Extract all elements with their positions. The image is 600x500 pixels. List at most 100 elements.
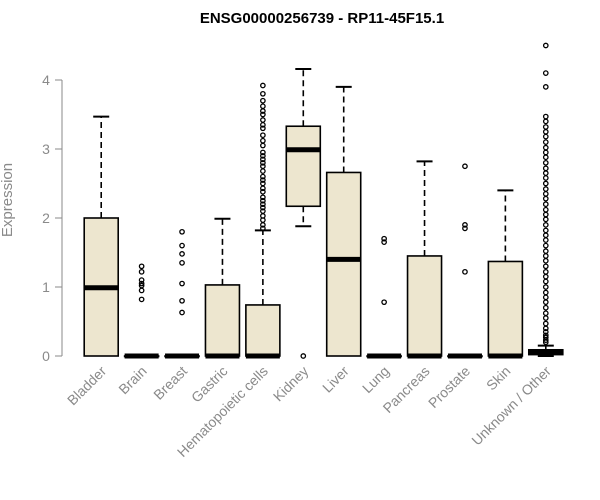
outlier-point-unknown-other bbox=[542, 237, 549, 243]
outlier-point-unknown-other bbox=[542, 124, 549, 130]
outlier-point-prostate bbox=[462, 222, 468, 228]
box-skin bbox=[487, 260, 524, 357]
y-tick-label: 4 bbox=[42, 72, 50, 88]
outlier-point-unknown-other bbox=[542, 128, 549, 135]
outlier-point-hematopoietic-cells bbox=[260, 90, 266, 97]
box-pancreas bbox=[406, 255, 443, 357]
outlier-point-unknown-other bbox=[542, 242, 549, 249]
outlier-point-unknown-other bbox=[542, 294, 549, 301]
box-kidney bbox=[285, 125, 322, 208]
outlier-point-unknown-other bbox=[542, 253, 549, 259]
outlier-point-unknown-other bbox=[542, 284, 549, 290]
outlier-point-unknown-other bbox=[542, 257, 549, 264]
outlier-point-lung bbox=[381, 239, 387, 245]
outlier-point-unknown-other bbox=[542, 42, 549, 49]
outlier-point-hematopoietic-cells bbox=[260, 125, 266, 132]
outlier-point-unknown-other bbox=[542, 70, 549, 76]
outlier-point-breast bbox=[179, 259, 185, 266]
outlier-point-brain bbox=[138, 282, 145, 289]
outlier-point-unknown-other bbox=[542, 170, 549, 176]
outlier-point-prostate bbox=[462, 163, 468, 170]
outlier-point-hematopoietic-cells bbox=[260, 177, 266, 183]
outlier-point-breast bbox=[179, 309, 185, 316]
x-tick-label-bladder: Bladder bbox=[64, 363, 110, 409]
outlier-point-unknown-other bbox=[542, 216, 549, 223]
outlier-point-unknown-other bbox=[542, 332, 549, 339]
box-liver bbox=[325, 171, 362, 357]
outlier-point-unknown-other bbox=[542, 222, 549, 228]
outlier-point-unknown-other bbox=[542, 165, 549, 172]
outlier-point-hematopoietic-cells bbox=[260, 163, 266, 170]
outlier-point-unknown-other bbox=[542, 201, 549, 208]
x-tick-label-kidney: Kidney bbox=[270, 363, 312, 405]
outlier-point-hematopoietic-cells bbox=[260, 173, 266, 180]
outlier-point-unknown-other bbox=[542, 113, 549, 120]
outlier-point-unknown-other bbox=[542, 118, 549, 125]
outlier-point-unknown-other bbox=[542, 232, 549, 239]
outlier-point-prostate bbox=[462, 225, 468, 232]
outlier-point-hematopoietic-cells bbox=[260, 97, 266, 104]
outlier-point-unknown-other bbox=[542, 328, 549, 335]
outlier-point-hematopoietic-cells bbox=[260, 149, 266, 156]
outlier-point-unknown-other bbox=[542, 248, 549, 254]
outlier-point-unknown-other bbox=[542, 289, 549, 296]
outlier-point-hematopoietic-cells bbox=[260, 225, 266, 232]
outlier-point-hematopoietic-cells bbox=[260, 208, 266, 214]
outlier-point-brain bbox=[138, 268, 145, 275]
y-tick-label: 2 bbox=[42, 210, 50, 226]
outlier-point-kidney bbox=[300, 353, 307, 359]
outlier-point-brain bbox=[138, 287, 145, 294]
outlier-point-brain bbox=[138, 296, 145, 303]
y-tick-label: 0 bbox=[42, 348, 50, 364]
outlier-point-hematopoietic-cells bbox=[260, 159, 266, 166]
x-tick-label-liver: Liver bbox=[319, 363, 352, 396]
outlier-point-unknown-other bbox=[542, 263, 549, 270]
outlier-point-breast bbox=[179, 251, 185, 257]
outlier-point-hematopoietic-cells bbox=[260, 82, 266, 89]
outlier-point-brain bbox=[138, 277, 145, 283]
outlier-point-unknown-other bbox=[542, 268, 549, 275]
outlier-point-hematopoietic-cells bbox=[260, 180, 266, 187]
outlier-point-unknown-other bbox=[542, 310, 549, 317]
outlier-point-breast bbox=[179, 242, 185, 249]
outlier-point-unknown-other bbox=[542, 191, 549, 197]
y-tick-label: 3 bbox=[42, 141, 50, 157]
outlier-point-unknown-other bbox=[542, 315, 549, 321]
outlier-point-unknown-other bbox=[542, 133, 549, 140]
outlier-point-unknown-other bbox=[542, 334, 549, 341]
outlier-point-hematopoietic-cells bbox=[260, 156, 266, 163]
outlier-point-unknown-other bbox=[542, 175, 549, 181]
outlier-point-unknown-other bbox=[542, 84, 549, 90]
y-tick-label: 1 bbox=[42, 279, 50, 295]
box-gastric bbox=[204, 284, 241, 357]
outlier-point-unknown-other bbox=[542, 195, 549, 202]
y-axis-label: Expression bbox=[0, 163, 16, 237]
outlier-point-breast bbox=[179, 297, 185, 304]
x-tick-label-skin: Skin bbox=[483, 363, 514, 394]
outlier-point-breast bbox=[179, 280, 185, 287]
outlier-point-unknown-other bbox=[542, 154, 549, 161]
outlier-point-unknown-other bbox=[542, 149, 549, 156]
outlier-point-hematopoietic-cells bbox=[260, 142, 266, 149]
outlier-point-hematopoietic-cells bbox=[260, 188, 266, 195]
outlier-point-brain bbox=[138, 263, 145, 270]
outlier-point-unknown-other bbox=[542, 144, 549, 151]
outlier-point-unknown-other bbox=[542, 273, 549, 280]
outlier-point-hematopoietic-cells bbox=[260, 137, 266, 144]
outlier-point-hematopoietic-cells bbox=[260, 194, 266, 201]
x-tick-label-lung: Lung bbox=[359, 363, 392, 396]
outlier-point-lung bbox=[381, 299, 387, 306]
outlier-point-breast bbox=[179, 228, 185, 235]
outlier-point-unknown-other bbox=[542, 304, 549, 311]
outlier-point-unknown-other bbox=[542, 211, 549, 218]
outlier-point-unknown-other bbox=[542, 320, 549, 327]
outlier-point-hematopoietic-cells bbox=[260, 132, 266, 139]
x-tick-label-brain: Brain bbox=[115, 363, 149, 397]
outlier-point-hematopoietic-cells bbox=[260, 201, 266, 208]
outlier-point-unknown-other bbox=[542, 186, 549, 192]
outlier-point-hematopoietic-cells bbox=[260, 204, 266, 211]
outlier-point-hematopoietic-cells bbox=[260, 168, 266, 174]
